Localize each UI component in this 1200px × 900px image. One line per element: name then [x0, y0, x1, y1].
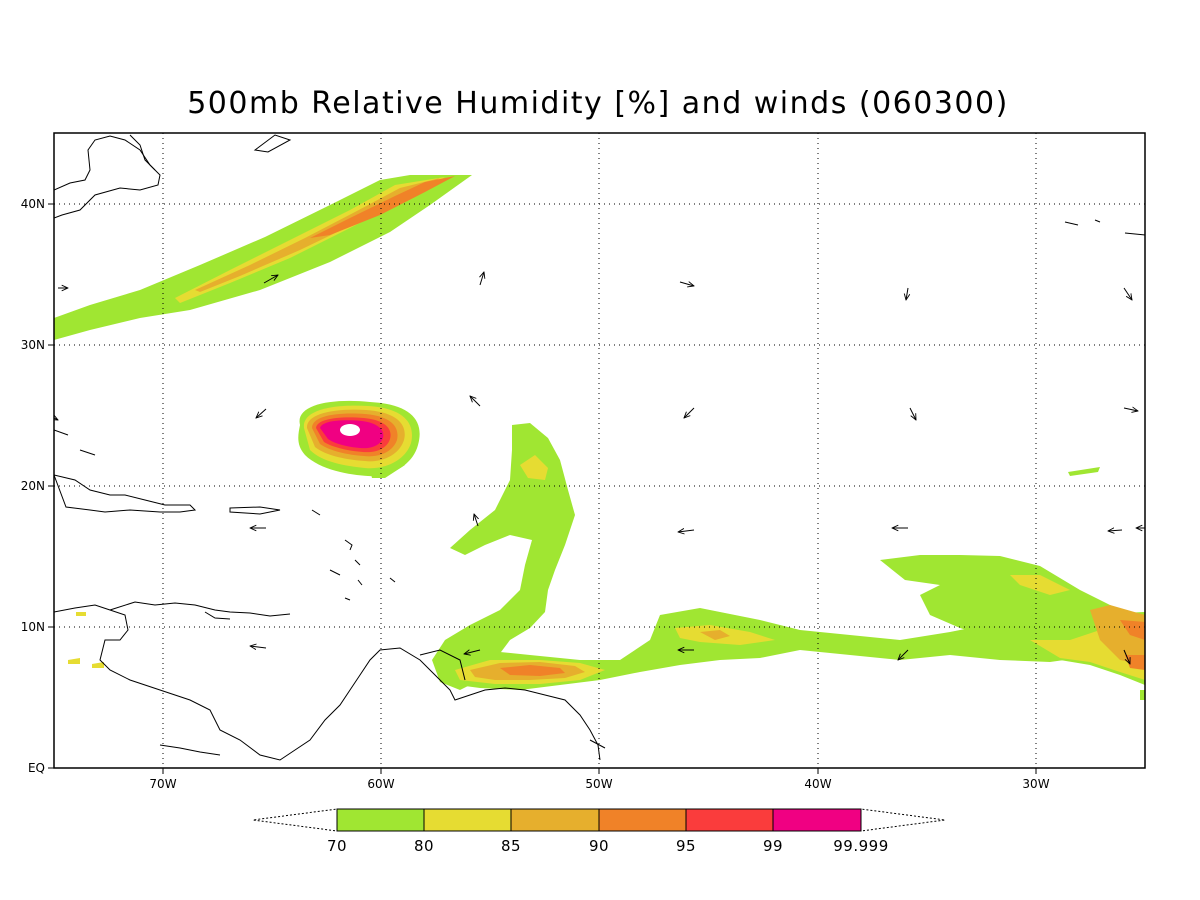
lon-tick-label: 60W: [367, 777, 394, 791]
colorbar: [252, 808, 946, 832]
lat-tick-label: 10N: [21, 620, 45, 634]
colorbar-swatch: [510, 808, 600, 832]
map-title: 500mb Relative Humidity [%] and winds (0…: [187, 86, 1009, 121]
colorbar-label: 95: [676, 837, 696, 855]
colorbar-swatch: [423, 808, 512, 832]
colorbar-swatch: [598, 808, 687, 832]
colorbar-swatch: [336, 808, 425, 832]
humidity-field: [54, 175, 1145, 700]
colorbar-label: 99.999: [833, 837, 889, 855]
lon-tick-label: 70W: [149, 777, 176, 791]
colorbar-label: 85: [501, 837, 521, 855]
cyclone-humidity: [298, 400, 420, 478]
humidity-band-central: [432, 423, 575, 690]
colorbar-label: 90: [589, 837, 609, 855]
colorbar-swatch: [772, 808, 862, 832]
lat-tick-label: 30N: [21, 338, 45, 352]
colorbar-right-extension: [860, 808, 946, 832]
lon-tick-label: 40W: [804, 777, 831, 791]
coastlines: [54, 134, 1145, 761]
colorbar-label: 99: [763, 837, 783, 855]
map-grid: [54, 133, 1145, 768]
lon-tick-label: 30W: [1022, 777, 1049, 791]
colorbar-swatch: [685, 808, 774, 832]
colorbar-label: 70: [327, 837, 347, 855]
axis-ticks: [48, 203, 1037, 774]
lon-tick-label: 50W: [585, 777, 612, 791]
lat-tick-label: EQ: [28, 761, 45, 775]
lat-tick-label: 20N: [21, 479, 45, 493]
wind-vectors: [54, 272, 1145, 664]
colorbar-left-extension: [252, 808, 338, 832]
lat-tick-label: 40N: [21, 197, 45, 211]
colorbar-label: 80: [414, 837, 434, 855]
